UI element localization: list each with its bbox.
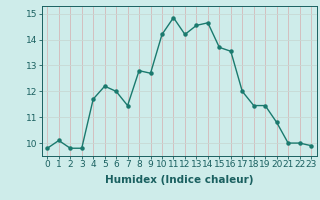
X-axis label: Humidex (Indice chaleur): Humidex (Indice chaleur) (105, 175, 253, 185)
